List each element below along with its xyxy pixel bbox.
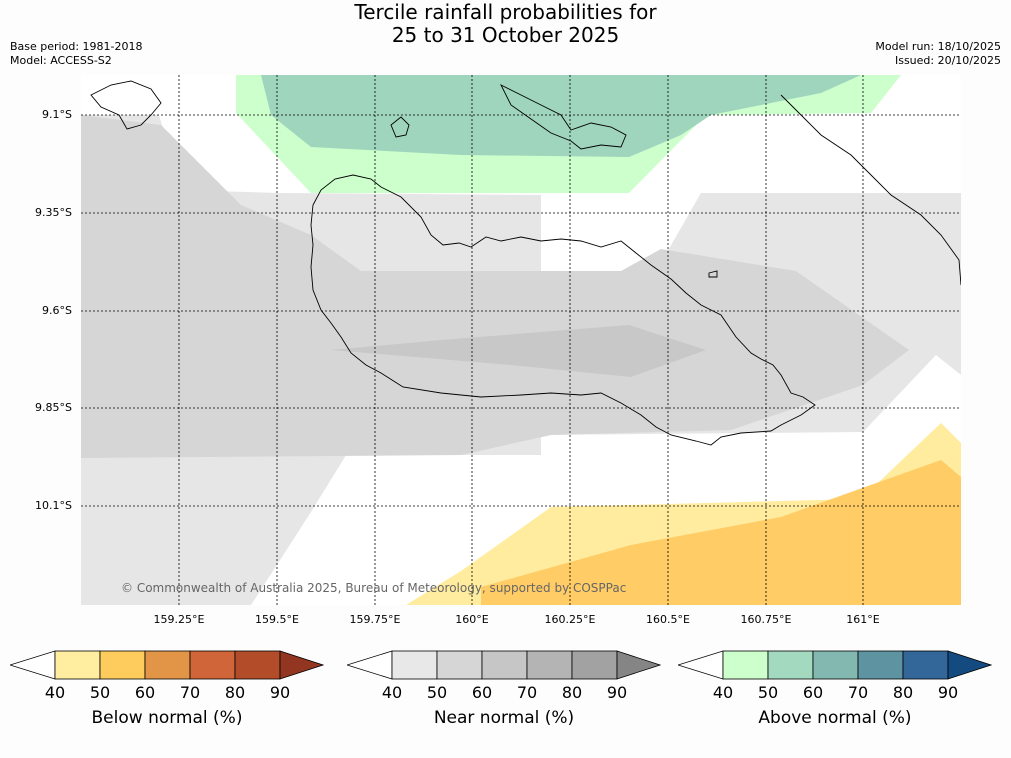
lon-tick-label: 159.5°E xyxy=(255,613,299,626)
colorbar-segment xyxy=(189,650,236,680)
chart-title-line2: 25 to 31 October 2025 xyxy=(391,23,620,47)
coastline-malaita xyxy=(780,94,961,286)
model-run-text: Model run: 18/10/2025 xyxy=(875,40,1001,53)
colorbar-segment xyxy=(234,650,281,680)
colorbar-tick-label: 60 xyxy=(134,683,156,702)
colorbar-tick-label: 60 xyxy=(471,683,493,702)
coastlines xyxy=(90,80,961,446)
colorbar-segment xyxy=(767,650,814,680)
colorbar-near-segments xyxy=(391,650,618,680)
lon-tick-label: 159.25°E xyxy=(153,613,205,626)
meta-right: Model run: 18/10/2025 Issued: 20/10/2025 xyxy=(875,40,1001,68)
colorbar-segment xyxy=(481,650,528,680)
colorbar-segment xyxy=(99,650,146,680)
lon-tick-label: 160.25°E xyxy=(544,613,596,626)
coastline-savo xyxy=(390,116,410,138)
lon-tick-label: 160.75°E xyxy=(740,613,792,626)
colorbar-tick-label: 70 xyxy=(179,683,201,702)
colorbar-below-extend-low xyxy=(10,650,56,680)
above-normal-50 xyxy=(261,75,861,157)
colorbar-near-normal xyxy=(347,650,661,680)
colorbar-tick-label: 40 xyxy=(44,683,66,702)
lat-tick-label: 10.1°S xyxy=(35,499,72,512)
colorbar-segment xyxy=(54,650,101,680)
colorbar-tick-label: 80 xyxy=(892,683,914,702)
colorbar-tick-label: 50 xyxy=(89,683,111,702)
colorbar-near-extend-low xyxy=(347,650,393,680)
graticule xyxy=(81,75,961,605)
colorbar-segment xyxy=(526,650,573,680)
lon-tick-label: 161°E xyxy=(846,613,880,626)
colorbar-near-extend-high xyxy=(616,650,661,680)
colorbar-above-extend-high xyxy=(947,650,992,680)
colorbar-below-extend-high xyxy=(279,650,324,680)
colorbar-segment xyxy=(144,650,191,680)
near-normal-50 xyxy=(81,115,909,458)
coastline-small-island xyxy=(708,270,718,278)
lat-tick-label: 9.6°S xyxy=(42,304,72,317)
lat-tick-label: 9.1°S xyxy=(42,108,72,121)
model-text: Model: ACCESS-S2 xyxy=(10,54,112,67)
colorbar-above-normal xyxy=(678,650,992,680)
lat-tick-label: 9.85°S xyxy=(35,401,72,414)
colorbar-label-near: Near normal (%) xyxy=(433,708,575,728)
near-normal-60 xyxy=(331,325,706,377)
coastline-russell xyxy=(90,80,162,130)
below-normal-50 xyxy=(481,460,961,605)
colorbar-tick-label: 90 xyxy=(269,683,291,702)
lon-tick-label: 159.75°E xyxy=(349,613,401,626)
issued-text: Issued: 20/10/2025 xyxy=(894,54,1001,67)
colorbar-tick-label: 90 xyxy=(606,683,628,702)
colorbar-tick-label: 50 xyxy=(757,683,779,702)
colorbar-label-below: Below normal (%) xyxy=(91,708,243,728)
lat-tick-label: 9.35°S xyxy=(35,206,72,219)
colorbar-segment xyxy=(902,650,949,680)
colorbar-below-segments xyxy=(54,650,281,680)
colorbar-tick-label: 70 xyxy=(847,683,869,702)
colorbar-tick-label: 60 xyxy=(802,683,824,702)
chart-title-line1: Tercile rainfall probabilities for xyxy=(354,0,657,24)
colorbar-tick-label: 80 xyxy=(561,683,583,702)
colorbar-above-segments xyxy=(722,650,949,680)
colorbar-tick-label: 90 xyxy=(937,683,959,702)
lon-tick-label: 160°E xyxy=(455,613,489,626)
coastline-guadalcanal xyxy=(310,174,816,446)
colorbar-segment xyxy=(722,650,769,680)
colorbar-tick-label: 40 xyxy=(381,683,403,702)
colorbar-segment xyxy=(391,650,438,680)
colorbar-tick-label: 80 xyxy=(224,683,246,702)
colorbar-label-above: Above normal (%) xyxy=(758,708,912,728)
colorbar-segment xyxy=(857,650,904,680)
meta-left: Base period: 1981-2018 Model: ACCESS-S2 xyxy=(10,40,142,68)
coastline-florida-islands xyxy=(499,83,627,150)
colorbar-segment xyxy=(436,650,483,680)
colorbar-above-extend-low xyxy=(678,650,724,680)
copyright-text: © Commonwealth of Australia 2025, Bureau… xyxy=(121,581,627,595)
probability-map xyxy=(81,75,961,605)
colorbar-segment xyxy=(812,650,859,680)
colorbar-segment xyxy=(571,650,618,680)
colorbar-tick-label: 40 xyxy=(712,683,734,702)
colorbar-tick-label: 70 xyxy=(516,683,538,702)
lon-tick-label: 160.5°E xyxy=(646,613,690,626)
colorbar-tick-label: 50 xyxy=(426,683,448,702)
colorbar-below-normal xyxy=(10,650,324,680)
base-period-text: Base period: 1981-2018 xyxy=(10,40,143,53)
